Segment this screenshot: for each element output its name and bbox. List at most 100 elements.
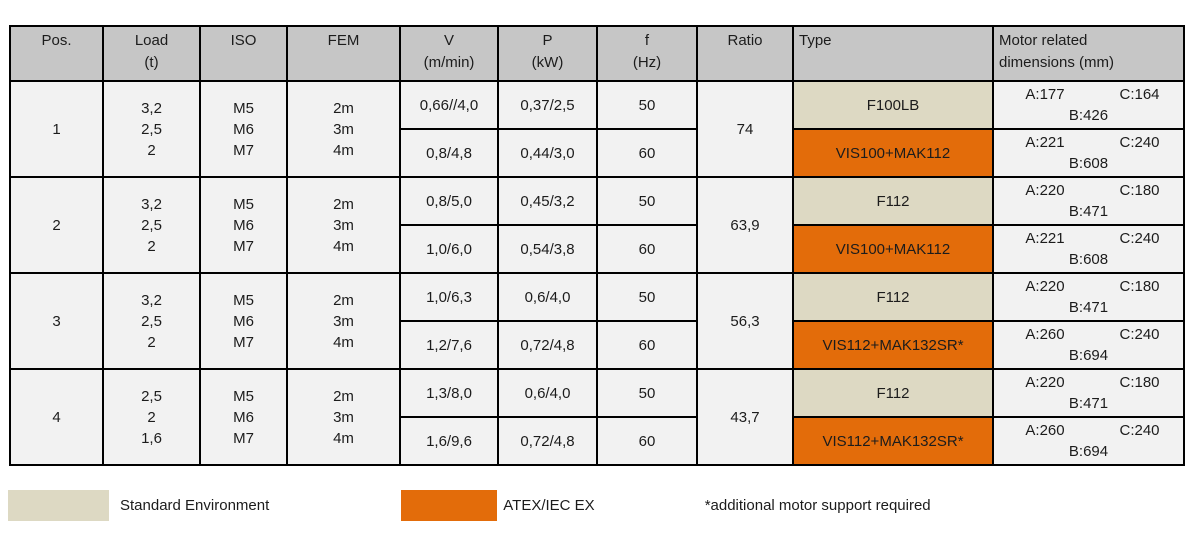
load-line: 3,2 [141, 99, 162, 117]
speed-cell-50hz: 0,66//4,0 [399, 80, 499, 130]
load-cell: 3,2 2,5 2 [102, 272, 201, 370]
dimension-b: B:471 [1068, 395, 1109, 412]
dimension-a: A:220 [1025, 374, 1065, 391]
pos-cell: 4 [9, 368, 104, 466]
type-cell-atex: VIS112+MAK132SR* [792, 416, 994, 466]
load-line: 2,5 [141, 312, 162, 330]
dimension-a: A:220 [1025, 182, 1065, 199]
legend: Standard Environment ATEX/IEC EX *additi… [8, 490, 931, 521]
dimension-a: A:260 [1025, 326, 1065, 343]
dimensions-cell-standard: A:220 C:180 B:471 [992, 176, 1185, 226]
dimension-c: C:240 [1119, 134, 1160, 151]
header-type: Type [792, 25, 994, 82]
header-iso: ISO [199, 25, 288, 82]
fem-line: 4m [333, 333, 354, 351]
header-load: Load (t) [102, 25, 201, 82]
frequency-cell-50hz: 50 [596, 368, 698, 418]
motor-spec-table: Pos. Load (t) ISO FEM V (m/min) [9, 25, 1185, 466]
iso-line: M6 [233, 120, 254, 138]
speed-cell-60hz: 0,8/4,8 [399, 128, 499, 178]
standard-environment-label: Standard Environment [120, 497, 270, 514]
frequency-cell-60hz: 60 [596, 224, 698, 274]
load-cell: 3,2 2,5 2 [102, 176, 201, 274]
pos-cell: 2 [9, 176, 104, 274]
power-cell-60hz: 0,54/3,8 [497, 224, 598, 274]
header-ratio: Ratio [696, 25, 794, 82]
header-motor-dimensions: Motor related dimensions (mm) [992, 25, 1185, 82]
dimension-b: B:426 [1068, 107, 1109, 124]
speed-cell-50hz: 0,8/5,0 [399, 176, 499, 226]
table-body: 1 3,2 2,5 2 M5 M6 M7 2m 3m 4m 0,66//4,0 … [9, 80, 1185, 466]
pos-cell: 3 [9, 272, 104, 370]
iso-line: M7 [233, 237, 254, 255]
header-fem: FEM [286, 25, 401, 82]
frequency-cell-60hz: 60 [596, 320, 698, 370]
table-row-60hz: 1,0/6,0 0,54/3,8 60 VIS100+MAK112 A:221 … [10, 224, 1185, 274]
frequency-cell-50hz: 50 [596, 176, 698, 226]
fem-line: 3m [333, 120, 354, 138]
speed-cell-50hz: 1,0/6,3 [399, 272, 499, 322]
power-cell-50hz: 0,45/3,2 [497, 176, 598, 226]
fem-line: 2m [333, 99, 354, 117]
header-frequency: f (Hz) [596, 25, 698, 82]
load-line: 1,6 [141, 429, 162, 447]
iso-line: M7 [233, 429, 254, 447]
fem-cell: 2m 3m 4m [286, 272, 401, 370]
dimension-b: B:694 [1068, 443, 1109, 460]
load-line: 3,2 [141, 291, 162, 309]
dimensions-cell-atex: A:260 C:240 B:694 [992, 320, 1185, 370]
frequency-cell-60hz: 60 [596, 416, 698, 466]
iso-cell: M5 M6 M7 [199, 176, 288, 274]
load-line: 2 [147, 333, 156, 351]
dimensions-cell-atex: A:260 C:240 B:694 [992, 416, 1185, 466]
dimension-b: B:471 [1068, 299, 1109, 316]
fem-line: 2m [333, 195, 354, 213]
iso-line: M5 [233, 195, 254, 213]
fem-line: 3m [333, 408, 354, 426]
iso-line: M5 [233, 291, 254, 309]
frequency-cell-50hz: 50 [596, 80, 698, 130]
dimension-b: B:471 [1068, 203, 1109, 220]
dimension-c: C:240 [1119, 326, 1160, 343]
type-cell-standard: F100LB [792, 80, 994, 130]
dimension-c: C:240 [1119, 230, 1160, 247]
ratio-cell: 63,9 [696, 176, 794, 274]
table-row-50hz: 1 3,2 2,5 2 M5 M6 M7 2m 3m 4m 0,66//4,0 … [9, 80, 1185, 178]
speed-cell-60hz: 1,6/9,6 [399, 416, 499, 466]
dimension-c: C:164 [1119, 86, 1160, 103]
ratio-cell: 74 [696, 80, 794, 178]
dimension-a: A:220 [1025, 278, 1065, 295]
iso-line: M6 [233, 312, 254, 330]
type-cell-standard: F112 [792, 368, 994, 418]
speed-cell-50hz: 1,3/8,0 [399, 368, 499, 418]
load-line: 2,5 [141, 120, 162, 138]
dimension-a: A:221 [1025, 230, 1065, 247]
load-cell: 3,2 2,5 2 [102, 80, 201, 178]
iso-line: M7 [233, 333, 254, 351]
dimension-c: C:180 [1119, 374, 1160, 391]
iso-line: M7 [233, 141, 254, 159]
load-line: 2,5 [141, 387, 162, 405]
dimensions-cell-atex: A:221 C:240 B:608 [992, 128, 1185, 178]
fem-line: 3m [333, 216, 354, 234]
power-cell-50hz: 0,37/2,5 [497, 80, 598, 130]
standard-environment-swatch [8, 490, 109, 521]
table-row-50hz: 4 2,5 2 1,6 M5 M6 M7 2m 3m 4m 1,3/8,0 0,… [9, 368, 1185, 466]
fem-cell: 2m 3m 4m [286, 368, 401, 466]
iso-cell: M5 M6 M7 [199, 272, 288, 370]
iso-line: M5 [233, 387, 254, 405]
fem-cell: 2m 3m 4m [286, 176, 401, 274]
power-cell-50hz: 0,6/4,0 [497, 272, 598, 322]
dimensions-cell-standard: A:177 C:164 B:426 [992, 80, 1185, 130]
dimension-c: C:240 [1119, 422, 1160, 439]
type-cell-standard: F112 [792, 272, 994, 322]
dimension-a: A:221 [1025, 134, 1065, 151]
table-row-60hz: 1,2/7,6 0,72/4,8 60 VIS112+MAK132SR* A:2… [10, 320, 1185, 370]
iso-line: M5 [233, 99, 254, 117]
dimension-a: A:177 [1025, 86, 1065, 103]
dimensions-cell-standard: A:220 C:180 B:471 [992, 368, 1185, 418]
load-line: 2,5 [141, 216, 162, 234]
atex-swatch [401, 490, 498, 521]
load-line: 2 [147, 141, 156, 159]
